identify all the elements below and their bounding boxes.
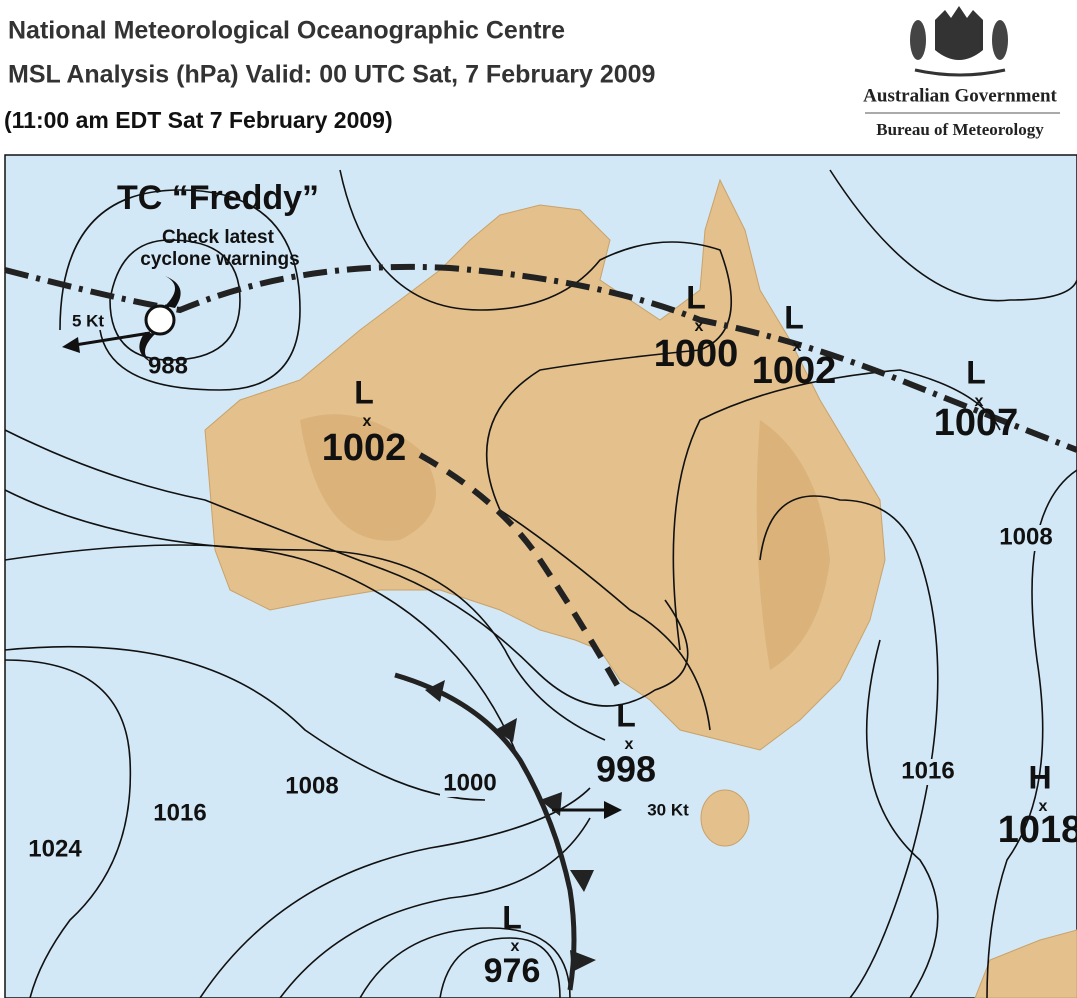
isobar-label: 1008 — [999, 523, 1052, 550]
system-pressure: 998 — [596, 749, 656, 790]
system-letter: L — [354, 374, 374, 410]
front-arrow — [604, 801, 622, 819]
isobar-label-bg — [440, 771, 500, 797]
crest — [910, 6, 1008, 77]
front-barbs — [425, 680, 596, 972]
system-centre: x — [1039, 798, 1048, 815]
cyclone-warning: Check latest — [162, 227, 275, 248]
system-centre: x — [793, 338, 802, 355]
cyclone-motion: 5 Kt — [72, 311, 104, 330]
cyclone-warning: cyclone warnings — [140, 249, 299, 270]
header-local-time: (11:00 am EDT Sat 7 February 2009) — [4, 107, 393, 133]
system-letter: H — [1028, 759, 1051, 795]
system-letter: L — [502, 899, 522, 935]
logo-government: Australian Government — [863, 85, 1057, 106]
isobar-label: 1024 — [28, 835, 82, 862]
cold-front — [394, 672, 577, 991]
cyclone-track — [74, 331, 151, 347]
cyclone-symbol — [139, 276, 181, 364]
system-centre: x — [975, 393, 984, 410]
system-pressure: 1002 — [322, 427, 407, 469]
terrain — [300, 414, 830, 670]
system-letter: L — [616, 697, 636, 733]
system-letter: L — [784, 299, 804, 335]
system-centre: x — [363, 413, 372, 430]
logo-bureau: Bureau of Meteorology — [876, 120, 1044, 139]
system-pressure: 1007 — [934, 402, 1019, 444]
header-subtitle: MSL Analysis (hPa) Valid: 00 UTC Sat, 7 … — [8, 61, 655, 89]
cyclone-name: TC “Freddy” — [117, 179, 319, 217]
isobar-label: 1016 — [901, 757, 954, 784]
isobar-label: 1008 — [285, 772, 338, 799]
system-letter: L — [686, 279, 706, 315]
isobar-label-bg — [898, 759, 958, 785]
isobar-label-bg — [25, 837, 85, 863]
system-centre: x — [625, 736, 634, 753]
tasmania — [700, 789, 750, 847]
cyclone-pressure: 988 — [148, 352, 188, 379]
system-pressure: 976 — [484, 952, 541, 990]
system-pressure: 1018 — [998, 809, 1077, 851]
isobar-label: 1016 — [153, 799, 206, 826]
system-centre: x — [695, 318, 704, 335]
system-pressure: 1002 — [752, 350, 837, 392]
cyclone-arrow — [62, 337, 80, 353]
system-letter: L — [966, 354, 986, 390]
front-motion: 30 Kt — [647, 800, 689, 819]
isobar-label: 1000 — [443, 769, 496, 796]
isobar-label-bg — [996, 525, 1056, 551]
monsoon-trough — [4, 263, 1077, 453]
isobar-label-bg — [282, 774, 342, 800]
system-pressure: 1000 — [654, 333, 739, 375]
header-title: National Meteorological Oceanographic Ce… — [8, 17, 565, 45]
isobar-label-bg — [150, 801, 210, 827]
trough — [418, 452, 623, 692]
system-centre: x — [511, 938, 520, 955]
